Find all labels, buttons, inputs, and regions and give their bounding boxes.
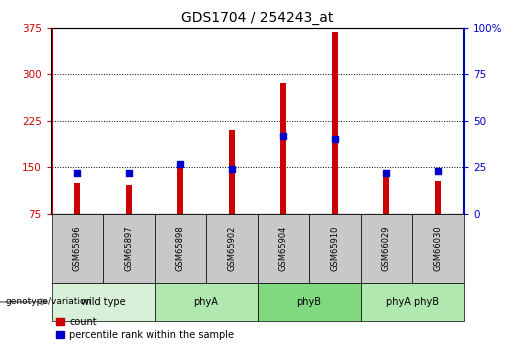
FancyBboxPatch shape	[52, 214, 103, 283]
Text: GSM65910: GSM65910	[330, 226, 339, 271]
FancyBboxPatch shape	[258, 283, 360, 321]
Text: phyB: phyB	[297, 297, 321, 307]
Text: GSM65902: GSM65902	[227, 226, 236, 271]
Bar	[74, 183, 80, 214]
Title: GDS1704 / 254243_at: GDS1704 / 254243_at	[181, 11, 334, 25]
Text: GSM66030: GSM66030	[433, 226, 442, 271]
FancyBboxPatch shape	[360, 283, 464, 321]
Point	[125, 170, 133, 176]
Point	[176, 161, 184, 166]
Bar	[332, 32, 338, 214]
FancyBboxPatch shape	[360, 214, 412, 283]
Bar	[126, 185, 132, 214]
FancyBboxPatch shape	[206, 214, 258, 283]
Point	[331, 137, 339, 142]
Bar	[435, 181, 441, 214]
Text: phyA phyB: phyA phyB	[386, 297, 438, 307]
Text: phyA: phyA	[194, 297, 218, 307]
Bar	[229, 130, 235, 214]
Text: GSM66029: GSM66029	[382, 226, 391, 271]
Point	[228, 166, 236, 172]
FancyBboxPatch shape	[154, 283, 258, 321]
FancyBboxPatch shape	[412, 214, 464, 283]
Bar	[177, 162, 183, 214]
Text: GSM65896: GSM65896	[73, 226, 82, 271]
Legend: count, percentile rank within the sample: count, percentile rank within the sample	[56, 317, 234, 340]
Point	[434, 168, 442, 174]
Text: wild type: wild type	[81, 297, 125, 307]
Text: GSM65898: GSM65898	[176, 226, 185, 271]
Point	[279, 133, 287, 138]
Bar	[280, 83, 286, 214]
Bar	[383, 177, 389, 214]
Text: genotype/variation: genotype/variation	[5, 297, 91, 306]
FancyBboxPatch shape	[154, 214, 206, 283]
FancyBboxPatch shape	[103, 214, 154, 283]
Point	[73, 170, 81, 176]
FancyBboxPatch shape	[52, 283, 154, 321]
Point	[382, 170, 390, 176]
Text: GSM65897: GSM65897	[124, 226, 133, 271]
FancyBboxPatch shape	[258, 214, 309, 283]
FancyBboxPatch shape	[309, 214, 360, 283]
Text: GSM65904: GSM65904	[279, 226, 288, 271]
